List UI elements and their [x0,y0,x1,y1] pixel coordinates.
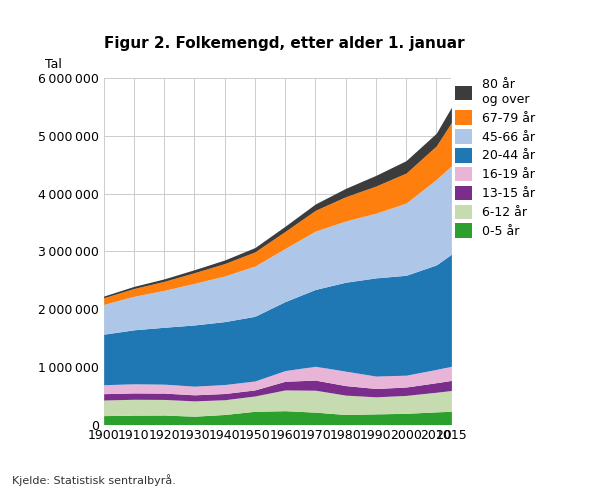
Legend: 80 år
og over, 67-79 år, 45-66 år, 20-44 år, 16-19 år, 13-15 år, 6-12 år, 0-5 år: 80 år og over, 67-79 år, 45-66 år, 20-44… [455,78,536,238]
Text: Figur 2. Folkemengd, etter alder 1. januar: Figur 2. Folkemengd, etter alder 1. janu… [104,36,464,51]
Text: Tal: Tal [45,58,62,71]
Text: Kjelde: Statistisk sentralbyrå.: Kjelde: Statistisk sentralbyrå. [12,474,176,486]
